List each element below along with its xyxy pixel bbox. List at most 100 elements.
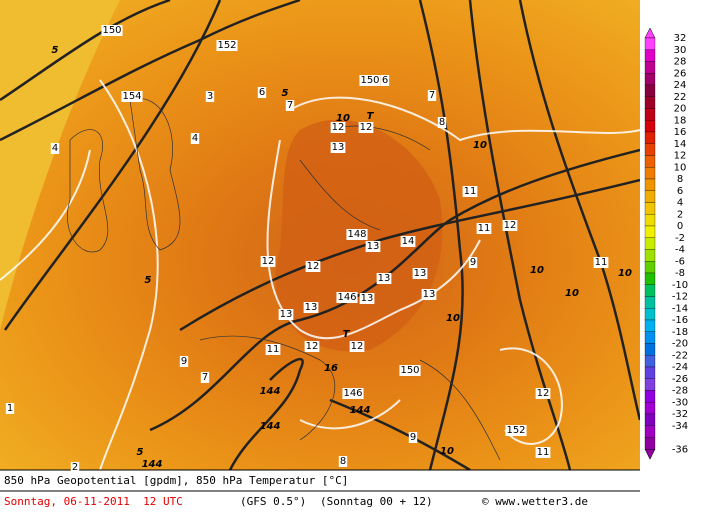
map-label: T [343, 329, 351, 340]
label-box [200, 372, 210, 383]
footer-title: 850 hPa Geopotential [gpdm], 850 hPa Tem… [4, 474, 348, 487]
map-label: 152 [217, 40, 236, 51]
legend-swatch [644, 308, 656, 321]
map-label: 5 [52, 45, 59, 56]
label-box [330, 122, 346, 133]
label-box [346, 229, 368, 240]
legend-swatch [644, 272, 656, 285]
label-box [437, 117, 447, 128]
legend-label: -12 [672, 292, 688, 303]
footer-model: (GFS 0.5°) [240, 495, 306, 508]
map-label: 13 [378, 273, 391, 284]
map-label: 13 [280, 309, 293, 320]
label-box [421, 289, 437, 300]
map-label: 3 [207, 91, 213, 102]
legend-swatch [644, 355, 656, 368]
legend-swatch [644, 49, 656, 62]
map-label: 10 [618, 268, 632, 279]
map-label: 12 [504, 220, 517, 231]
legend-label: 20 [674, 104, 687, 115]
legend-swatch [644, 413, 656, 426]
map-label: 12 [262, 256, 275, 267]
label-box [257, 87, 267, 98]
label-box [342, 388, 364, 399]
legend-label: -20 [672, 339, 688, 350]
legend-label: 6 [677, 186, 683, 197]
map-label: 152 [506, 425, 525, 436]
legend-swatch [644, 155, 656, 168]
legend-label: 28 [674, 57, 687, 68]
label-box [358, 122, 374, 133]
legend-swatch [644, 319, 656, 332]
map-label: 144 [142, 459, 163, 470]
label-box [278, 309, 294, 320]
map-label: 11 [464, 186, 477, 197]
label-box [50, 143, 60, 154]
map-label: 11 [595, 257, 608, 268]
legend-label: 2 [677, 209, 683, 220]
legend-label: 0 [677, 221, 683, 232]
map-label: 12 [351, 341, 364, 352]
label-box [400, 236, 416, 247]
map-label: 11 [537, 447, 550, 458]
map-label: 13 [332, 142, 345, 153]
legend-swatch [644, 178, 656, 191]
label-box [216, 40, 238, 51]
label-box [205, 91, 215, 102]
legend-swatch [644, 402, 656, 415]
legend-swatch [644, 37, 656, 50]
label-box [285, 100, 295, 111]
map-label: 14 [402, 236, 415, 247]
legend-swatch [644, 343, 656, 356]
footer-date: Sonntag, 06-11-2011 12 UTC [4, 495, 183, 508]
label-box [5, 403, 15, 414]
label-box [179, 356, 189, 367]
legend-label: 32 [674, 33, 687, 44]
map-label: 2 [72, 462, 78, 473]
legend-swatch [644, 120, 656, 133]
map-label: 154 [122, 91, 141, 102]
map-label: 16 [324, 363, 338, 374]
map-label: 13 [423, 289, 436, 300]
legend-swatch [644, 202, 656, 215]
label-box [427, 90, 437, 101]
label-box [412, 268, 428, 279]
map-label: 5 [137, 447, 144, 458]
legend-label: 16 [674, 127, 687, 138]
label-box [349, 341, 365, 352]
map-label: 7 [287, 100, 293, 111]
label-box [365, 241, 381, 252]
map-label: 10 [473, 140, 487, 151]
temperature-contours [0, 79, 641, 471]
legend-label: -2 [675, 233, 685, 244]
legend-label: -10 [672, 280, 688, 291]
label-box [502, 220, 518, 231]
legend-swatch [644, 143, 656, 156]
cool-region [0, 0, 120, 330]
map-label: 13 [361, 293, 374, 304]
legend-label: -30 [672, 397, 688, 408]
map-label: 11 [478, 223, 491, 234]
map-label: 144 [350, 405, 371, 416]
map-label: 9 [470, 257, 476, 268]
legend-label: -18 [672, 327, 688, 338]
label-box [593, 257, 609, 268]
legend-swatch [644, 225, 656, 238]
map-label: 146 [337, 292, 356, 303]
map-label: 10 [336, 113, 350, 124]
map-label: 10 [440, 446, 454, 457]
map-label: 13 [414, 268, 427, 279]
label-box [265, 344, 281, 355]
legend-label: -26 [672, 374, 688, 385]
map-label: 13 [305, 302, 318, 313]
legend-swatch [644, 73, 656, 86]
label-box [305, 261, 321, 272]
label-box [376, 273, 392, 284]
legend-label: -8 [675, 268, 685, 279]
legend-label: -6 [675, 256, 685, 267]
label-box [121, 91, 143, 102]
footer-copyright: © www.wetter3.de [482, 495, 588, 508]
map-label: 150 [102, 25, 121, 36]
map-label: 150 [360, 75, 379, 86]
